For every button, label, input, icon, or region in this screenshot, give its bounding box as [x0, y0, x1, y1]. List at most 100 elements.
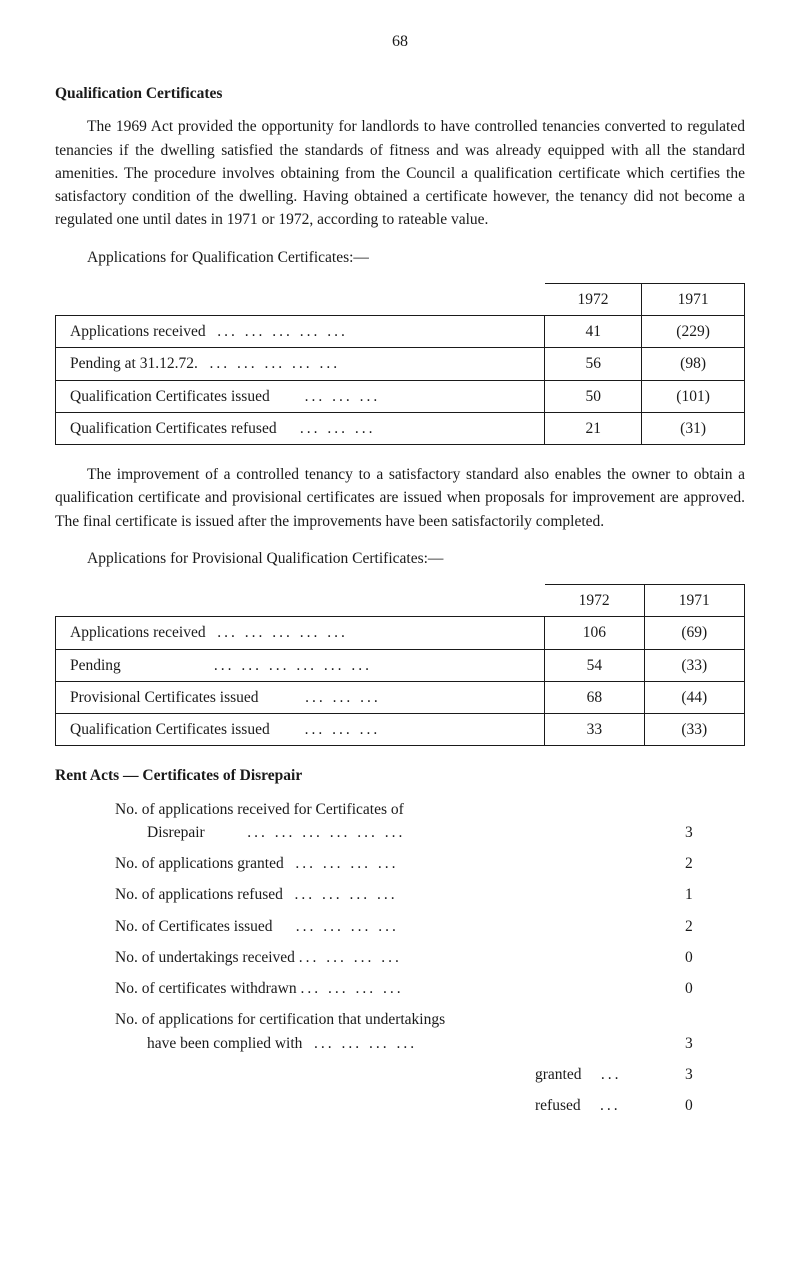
table-cell: (33) — [644, 649, 744, 681]
list-value: 1 — [665, 883, 745, 906]
sub-label-text: refused — [535, 1097, 581, 1114]
table-cell: Applications received ... ... ... ... ..… — [56, 617, 545, 649]
list-item: No. of applications received for Certifi… — [55, 798, 745, 845]
list-label: No. of Certificates issued ... ... ... .… — [115, 915, 665, 938]
cell-label: Pending at 31.12.72. — [70, 355, 198, 372]
label-text: No. of applications refused — [115, 886, 283, 903]
cell-label: Qualification Certificates issued — [70, 721, 270, 738]
cell-dots: ... ... ... — [300, 420, 376, 437]
disrepair-list: No. of applications received for Certifi… — [55, 798, 745, 1118]
label-text: No. of certificates withdrawn — [115, 980, 297, 997]
sub-value: 0 — [665, 1094, 745, 1117]
list-dots: ... ... ... ... — [301, 980, 404, 997]
sub-label: granted ... — [535, 1063, 665, 1086]
cell-dots: ... ... ... ... ... — [210, 355, 341, 372]
section1-paragraph2: The improvement of a controlled tenancy … — [55, 463, 745, 533]
table-row: Pending ... ... ... ... ... ... 54 (33) — [56, 649, 745, 681]
table1-container: 1972 1971 Applications received ... ... … — [55, 283, 745, 445]
table-row: Qualification Certificates issued ... ..… — [56, 714, 745, 746]
label-text: No. of undertakings received — [115, 949, 295, 966]
table-cell: Qualification Certificates issued ... ..… — [56, 714, 545, 746]
table-empty-cell — [56, 283, 545, 315]
sub-list-item: granted ... 3 — [55, 1063, 745, 1086]
sub-label: refused ... — [535, 1094, 665, 1117]
cell-label: Pending — [70, 657, 121, 674]
list-item: No. of applications for certification th… — [55, 1008, 745, 1055]
table-row: Applications received ... ... ... ... ..… — [56, 316, 745, 348]
table1-header-1972: 1972 — [545, 283, 642, 315]
table-cell: 50 — [545, 380, 642, 412]
cell-dots: ... ... ... ... ... — [217, 624, 348, 641]
cell-label: Applications received — [70, 323, 206, 340]
table-cell: (229) — [642, 316, 745, 348]
list-item: No. of undertakings received ... ... ...… — [55, 946, 745, 969]
label-text: No. of applications granted — [115, 855, 284, 872]
list-label: No. of certificates withdrawn ... ... ..… — [115, 977, 665, 1000]
table-cell: 33 — [545, 714, 644, 746]
list-label: No. of applications granted ... ... ... … — [115, 852, 665, 875]
section1-paragraph1: The 1969 Act provided the opportunity fo… — [55, 115, 745, 231]
list-label: No. of applications refused ... ... ... … — [115, 883, 665, 906]
table-cell: 106 — [545, 617, 644, 649]
list-label: No. of applications received for Certifi… — [115, 798, 745, 821]
list-value: 0 — [665, 946, 745, 969]
sub-dots: ... — [600, 1097, 621, 1114]
section1-heading: Qualification Certificates — [55, 82, 745, 105]
sub-dots: ... — [601, 1066, 622, 1083]
list-item: No. of applications refused ... ... ... … — [55, 883, 745, 906]
table-cell: 21 — [545, 412, 642, 444]
provisional-table: 1972 1971 Applications received ... ... … — [55, 584, 745, 746]
table-cell: 68 — [545, 681, 644, 713]
table-row: Qualification Certificates refused ... .… — [56, 412, 745, 444]
table-empty-cell — [56, 585, 545, 617]
sub-label-text: granted — [535, 1066, 581, 1083]
table-row: Applications received ... ... ... ... ..… — [56, 617, 745, 649]
cell-label: Qualification Certificates issued — [70, 388, 270, 405]
table2-header-1972: 1972 — [545, 585, 644, 617]
cell-dots: ... ... ... — [305, 388, 381, 405]
cell-label: Qualification Certificates refused — [70, 420, 277, 437]
table-cell: 56 — [545, 348, 642, 380]
list-item: No. of Certificates issued ... ... ... .… — [55, 915, 745, 938]
table-cell: 54 — [545, 649, 644, 681]
cell-dots: ... ... ... ... ... — [217, 323, 348, 340]
table-cell: 41 — [545, 316, 642, 348]
table-cell: Qualification Certificates refused ... .… — [56, 412, 545, 444]
table-cell: (101) — [642, 380, 745, 412]
table-cell: Provisional Certificates issued ... ... … — [56, 681, 545, 713]
cell-dots: ... ... ... — [305, 721, 381, 738]
cell-dots: ... ... ... ... ... ... — [214, 657, 372, 674]
table-row: Provisional Certificates issued ... ... … — [56, 681, 745, 713]
table-cell: (98) — [642, 348, 745, 380]
section1-intro2: Applications for Provisional Qualificati… — [55, 547, 745, 570]
list-dots: ... ... ... ... — [295, 886, 398, 903]
list-dots: ... ... ... ... — [314, 1035, 417, 1052]
table-cell: (31) — [642, 412, 745, 444]
sub-value: 3 — [665, 1063, 745, 1086]
table2-container: 1972 1971 Applications received ... ... … — [55, 584, 745, 746]
sub-list-item: refused ... 0 — [55, 1094, 745, 1117]
list-item: No. of applications granted ... ... ... … — [55, 852, 745, 875]
list-value: 2 — [665, 852, 745, 875]
list-value: 2 — [665, 915, 745, 938]
table-cell: Applications received ... ... ... ... ..… — [56, 316, 545, 348]
list-dots: ... ... ... ... — [299, 949, 402, 966]
cell-label: Applications received — [70, 624, 206, 641]
section2-heading: Rent Acts — Certificates of Disrepair — [55, 764, 745, 787]
table-cell: (33) — [644, 714, 744, 746]
list-value: 3 — [665, 1032, 745, 1055]
table-cell: (44) — [644, 681, 744, 713]
list-item: No. of certificates withdrawn ... ... ..… — [55, 977, 745, 1000]
cell-dots: ... ... ... — [305, 689, 381, 706]
section1-intro1: Applications for Qualification Certifica… — [55, 246, 745, 269]
cell-label: Provisional Certificates issued — [70, 689, 259, 706]
list-dots: ... ... ... ... — [295, 855, 398, 872]
table-cell: Pending ... ... ... ... ... ... — [56, 649, 545, 681]
list-dots: ... ... ... ... — [296, 918, 399, 935]
list-label: No. of applications for certification th… — [115, 1008, 745, 1031]
list-label-cont: Disrepair ... ... ... ... ... ... — [147, 821, 405, 844]
label-text: No. of Certificates issued — [115, 918, 273, 935]
list-label-cont: have been complied with ... ... ... ... — [147, 1032, 417, 1055]
table-cell: Pending at 31.12.72. ... ... ... ... ... — [56, 348, 545, 380]
table-cell: Qualification Certificates issued ... ..… — [56, 380, 545, 412]
